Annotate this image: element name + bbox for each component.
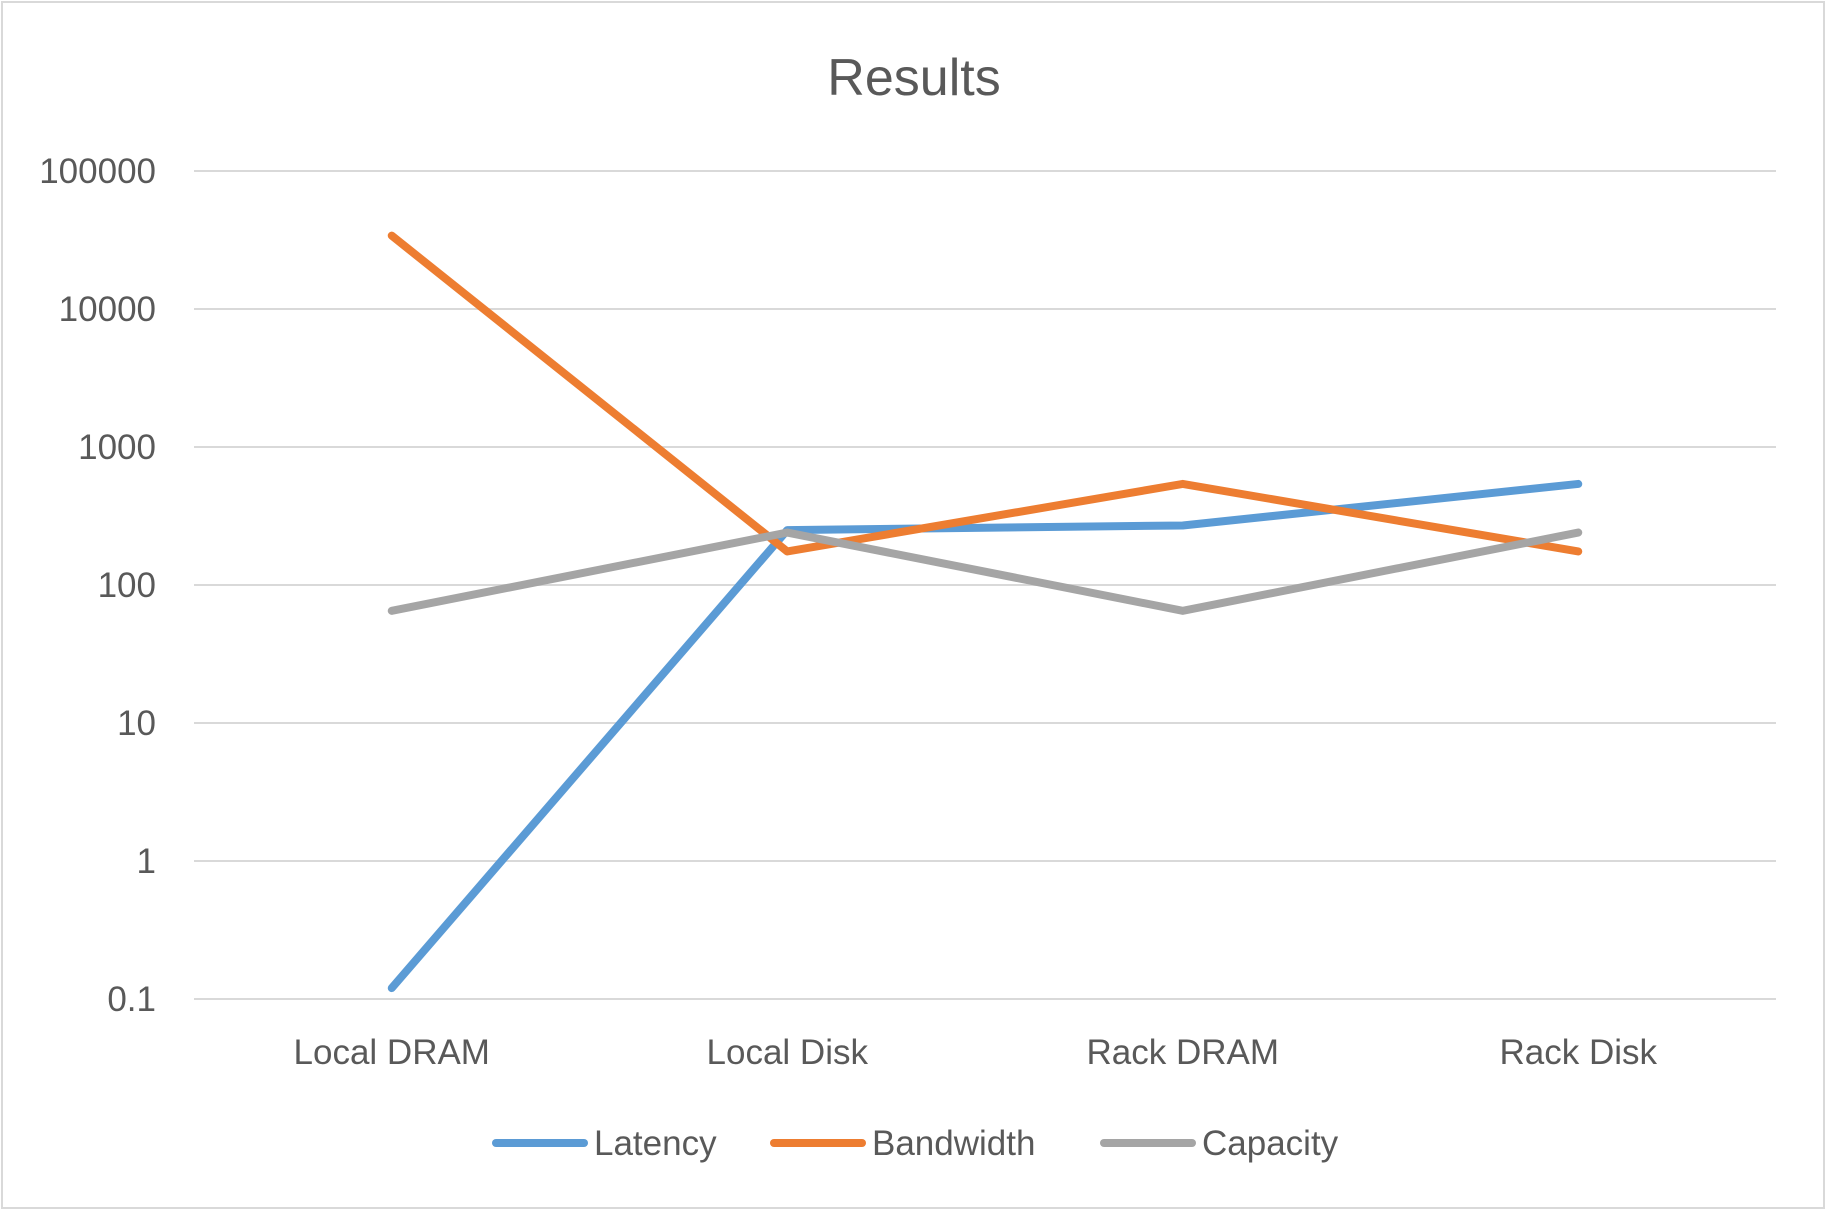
x-tick-label: Rack Disk [1499,1033,1657,1072]
data-point-bandwidth [786,550,788,552]
legend-label-latency: Latency [594,1124,717,1163]
series-line-latency [387,479,1583,993]
y-tick-label: 10000 [59,290,156,329]
data-point-latency [1182,524,1184,526]
series-line-bandwidth [387,231,1583,556]
y-axis-ticks: 0.1 1 10 100 1000 10000 100000 [39,152,156,1019]
y-tick-label: 0.1 [107,980,156,1019]
gridlines [194,170,1776,1000]
data-point-capacity [786,532,788,534]
legend: Latency Bandwidth Capacity [492,1124,1339,1163]
series-line-capacity [387,528,1583,615]
data-point-bandwidth [1182,483,1184,485]
chart-title: Results [827,49,1000,107]
data-point-capacity [1577,532,1579,534]
legend-label-bandwidth: Bandwidth [872,1124,1035,1163]
x-tick-label: Local Disk [707,1033,869,1072]
y-tick-label: 10 [117,704,156,743]
x-tick-label: Local DRAM [294,1033,490,1072]
x-tick-label: Rack DRAM [1086,1033,1279,1072]
y-tick-label: 100000 [39,152,156,191]
y-tick-label: 100 [98,566,156,605]
x-axis-ticks: Local DRAM Local Disk Rack DRAM Rack Disk [294,1033,1658,1072]
data-point-latency [391,987,393,989]
y-tick-label: 1 [137,842,156,881]
data-point-capacity [1182,610,1184,612]
y-tick-label: 1000 [78,428,156,467]
data-point-bandwidth [391,235,393,237]
data-point-latency [1577,483,1579,485]
series-lines [387,231,1583,993]
data-point-bandwidth [1577,550,1579,552]
legend-label-capacity: Capacity [1202,1124,1339,1163]
data-point-capacity [391,610,393,612]
